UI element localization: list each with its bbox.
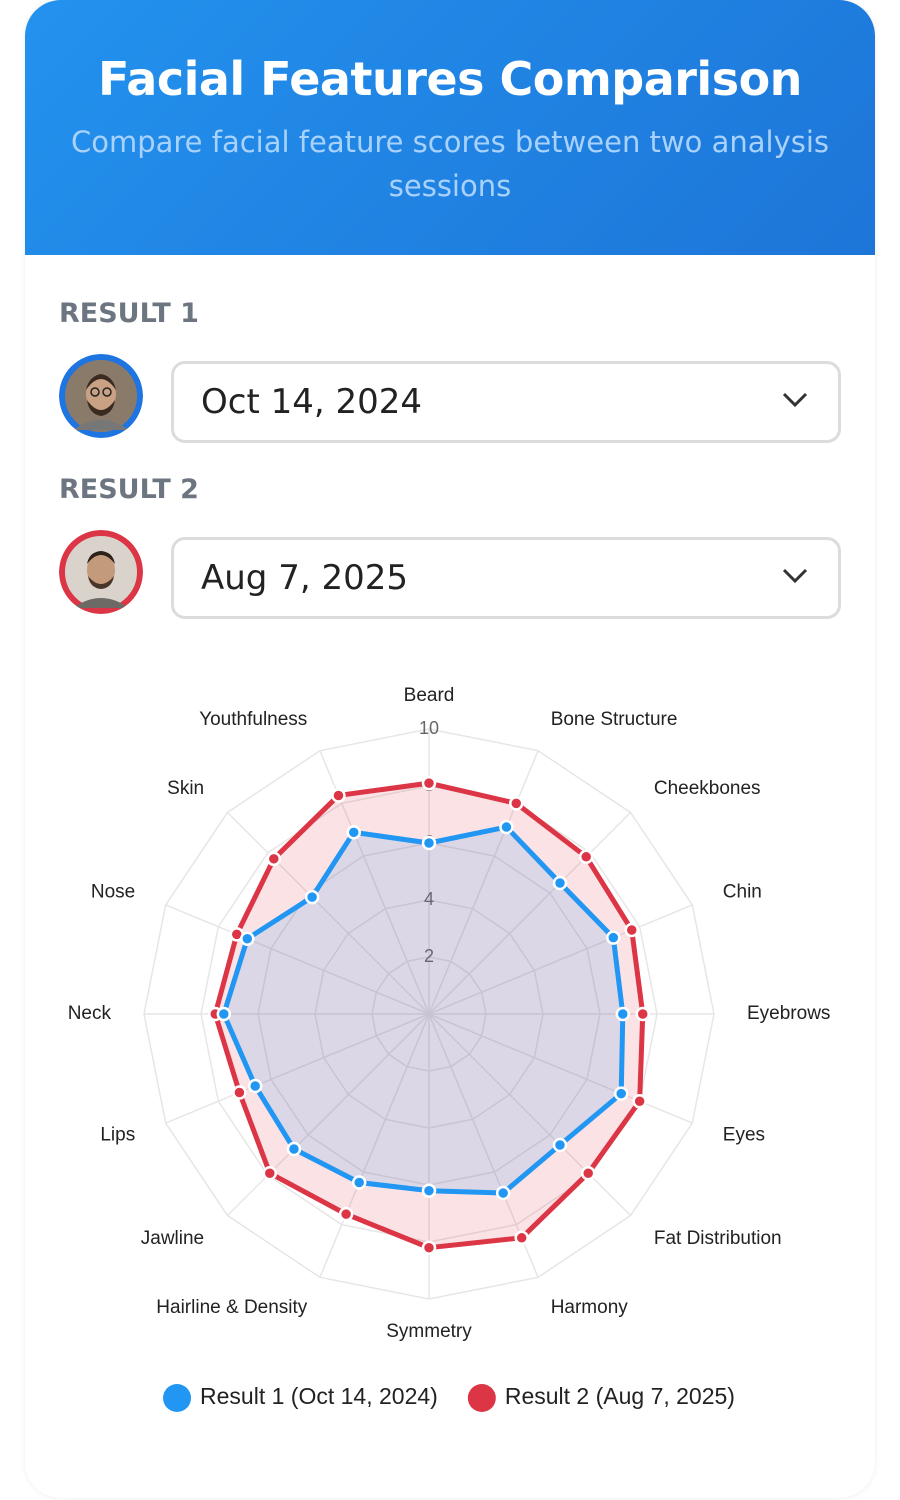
data-point [615, 1006, 631, 1022]
data-point [578, 849, 594, 865]
axis-label: Eyes [723, 1125, 765, 1146]
axis-label: Harmony [551, 1297, 629, 1318]
date-select[interactable]: Oct 14, 2024 [171, 361, 841, 443]
r-tick-label: 2 [424, 946, 434, 966]
data-point [580, 1165, 596, 1181]
data-point [216, 1006, 232, 1022]
data-point [552, 1137, 568, 1153]
data-point [499, 819, 514, 835]
spoke [428, 1013, 632, 1217]
axis-label: Beard [404, 685, 455, 706]
axis-label: Jawline [141, 1228, 204, 1249]
data-point [286, 1141, 302, 1157]
data-point [232, 1085, 247, 1100]
legend-label: Result 1 (Oct 14, 2024) [200, 1383, 438, 1409]
data-point [613, 1086, 629, 1101]
data-point [509, 796, 524, 811]
legend-marker [163, 1384, 192, 1412]
date-select[interactable]: Aug 7, 2025 [171, 537, 841, 619]
axis-label: Lips [100, 1125, 135, 1146]
result-label: RESULT 2 [59, 474, 199, 505]
selected-date: Oct 14, 2024 [201, 382, 422, 422]
data-point [552, 875, 568, 891]
legend-label: Result 2 (Aug 7, 2025) [505, 1383, 735, 1409]
chevron [782, 568, 808, 584]
data-point [304, 889, 320, 905]
data-point [421, 835, 437, 851]
spoke [165, 904, 430, 1015]
r-tick-label: 10 [419, 718, 439, 738]
data-point [240, 931, 255, 946]
axis-label: Cheekbones [654, 778, 761, 799]
selected-date: Aug 7, 2025 [201, 558, 408, 598]
data-point [346, 825, 361, 840]
data-point [514, 1230, 529, 1246]
data-point [247, 1078, 263, 1094]
axis-label: Nose [91, 881, 135, 902]
spoke [165, 1013, 430, 1124]
axis-label: Neck [68, 1003, 112, 1024]
data-point [266, 851, 282, 867]
data-point [495, 1185, 511, 1201]
axis-label: Hairline & Density [156, 1297, 307, 1318]
data-point [632, 1094, 647, 1109]
spoke [226, 1013, 430, 1217]
subtitle: Compare facial feature scores between tw… [70, 125, 830, 203]
axis-label: Bone Structure [551, 709, 678, 730]
spoke [428, 904, 693, 1015]
axis-label: Skin [167, 778, 204, 799]
data-point [606, 930, 621, 945]
data-point [421, 775, 437, 791]
axis-label: Symmetry [386, 1321, 472, 1342]
title: Facial Features Comparison [98, 52, 802, 106]
data-point [262, 1165, 278, 1181]
data-point [338, 1206, 354, 1222]
spoke [428, 811, 632, 1015]
spoke [428, 750, 539, 1015]
data-point [421, 1240, 437, 1255]
data-point [635, 1006, 650, 1022]
result-label: RESULT 1 [59, 298, 199, 329]
r-tick-label: 4 [424, 889, 434, 909]
axis-label: Fat Distribution [654, 1228, 782, 1249]
avatar [59, 530, 143, 614]
spoke [226, 811, 430, 1015]
data-point [351, 1175, 367, 1190]
axis-label: Chin [723, 881, 762, 902]
card: Facial Features Comparison Compare facia… [25, 0, 875, 1498]
chevron [782, 392, 808, 408]
header: Facial Features Comparison Compare facia… [25, 0, 875, 255]
data-point [331, 788, 346, 803]
legend-marker [467, 1384, 496, 1412]
axis-label: Youthfulness [199, 709, 307, 730]
spoke [428, 1013, 693, 1124]
axis-label: Eyebrows [747, 1003, 830, 1024]
data-point [421, 1183, 437, 1198]
spoke [319, 1013, 430, 1278]
radar-chart: 246810BeardBone StructureCheekbonesChinE… [68, 685, 830, 1412]
avatar [59, 354, 143, 438]
data-point [624, 922, 639, 938]
